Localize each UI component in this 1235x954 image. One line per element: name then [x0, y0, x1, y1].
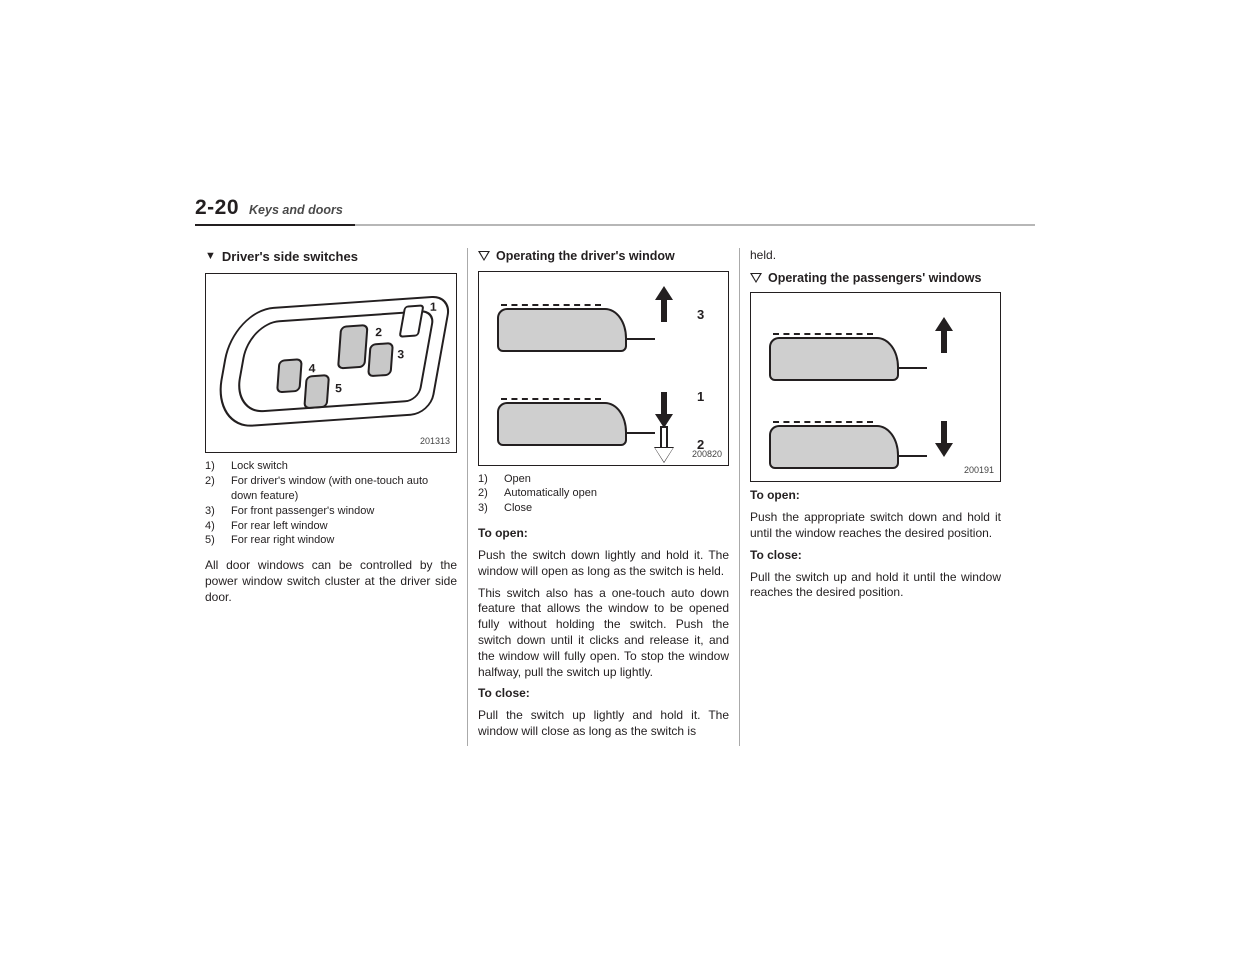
legend-text: Open	[504, 472, 531, 487]
paragraph-continuation: held.	[750, 248, 1001, 264]
figure-id: 201313	[420, 436, 450, 448]
triangle-outline-icon	[750, 273, 762, 283]
legend-text: For rear left window	[231, 519, 328, 534]
legend-text: For rear right window	[231, 533, 334, 548]
heading-text: Operating the passengers' windows	[768, 270, 981, 287]
legend-text: For front passenger's window	[231, 504, 374, 519]
figure-switch-cluster: 1 2 3 4 5 201313	[205, 273, 457, 453]
column-3: held. Operating the passengers' windows	[739, 248, 1011, 746]
legend-num: 3)	[478, 501, 504, 516]
legend-text: Close	[504, 501, 532, 516]
triangle-down-icon: ▼	[205, 249, 216, 264]
rocker-open	[769, 403, 989, 477]
paragraph: All door windows can be controlled by th…	[205, 558, 457, 605]
heading-driver-side-switches: ▼ Driver's side switches	[205, 248, 457, 265]
figure-id: 200820	[692, 449, 722, 461]
legend-col1: 1)Lock switch 2)For driver's window (wit…	[205, 459, 457, 548]
subhead-to-open: To open:	[750, 488, 1001, 504]
subhead-to-close: To close:	[478, 686, 729, 702]
arrow-up-icon	[657, 288, 671, 322]
legend-num: 2)	[478, 486, 504, 501]
arrow-down-outline-icon	[657, 426, 671, 460]
section-title: Keys and doors	[249, 203, 343, 217]
rocker-close	[769, 315, 989, 389]
triangle-outline-icon	[478, 251, 490, 261]
arrow-label-1: 1	[697, 388, 704, 405]
heading-operating-passenger-windows: Operating the passengers' windows	[750, 270, 1001, 287]
arrow-down-icon	[937, 421, 951, 455]
column-1: ▼ Driver's side switches 1 2 3	[195, 248, 467, 746]
legend-text: Automatically open	[504, 486, 597, 501]
columns: ▼ Driver's side switches 1 2 3	[195, 248, 1035, 746]
subhead-to-open: To open:	[478, 526, 729, 542]
running-head: 2-20 Keys and doors	[195, 196, 1035, 222]
manual-page: 2-20 Keys and doors ▼ Driver's side swit…	[195, 196, 1035, 746]
paragraph: Pull the switch up and hold it until the…	[750, 570, 1001, 602]
legend-num: 3)	[205, 504, 231, 519]
legend-num: 4)	[205, 519, 231, 534]
paragraph: Push the appropriate switch down and hol…	[750, 510, 1001, 542]
legend-num: 5)	[205, 533, 231, 548]
legend-text: For driver's window (with one-touch auto…	[231, 474, 457, 504]
callout-5: 5	[335, 381, 342, 397]
legend-num: 1)	[478, 472, 504, 487]
legend-text: Lock switch	[231, 459, 288, 474]
callout-2: 2	[375, 325, 382, 341]
column-2: Operating the driver's window 3	[467, 248, 739, 746]
page-number: 2-20	[195, 196, 239, 220]
legend-col2: 1)Open 2)Automatically open 3)Close	[478, 472, 729, 517]
heading-operating-driver-window: Operating the driver's window	[478, 248, 729, 265]
figure-driver-window-switch: 3 1 2 200820	[478, 271, 729, 466]
legend-num: 1)	[205, 459, 231, 474]
paragraph: Push the switch down lightly and hold it…	[478, 548, 729, 580]
rocker-open: 1 2	[497, 380, 717, 454]
legend-num: 2)	[205, 474, 231, 504]
arrow-label-3: 3	[697, 306, 704, 323]
switch-cluster-drawing: 1 2 3 4 5	[212, 295, 453, 430]
header-rule	[195, 224, 1035, 226]
heading-text: Driver's side switches	[222, 248, 358, 265]
figure-passenger-window-switch: 200191	[750, 292, 1001, 482]
heading-text: Operating the driver's window	[496, 248, 675, 265]
rocker-close: 3	[497, 286, 717, 360]
arrow-up-icon	[937, 319, 951, 353]
callout-3: 3	[397, 348, 404, 364]
subhead-to-close: To close:	[750, 548, 1001, 564]
paragraph: This switch also has a one-touch auto do…	[478, 586, 729, 681]
arrow-down-icon	[657, 392, 671, 426]
paragraph: Pull the switch up lightly and hold it. …	[478, 708, 729, 740]
callout-1: 1	[430, 300, 437, 316]
figure-id: 200191	[964, 465, 994, 477]
